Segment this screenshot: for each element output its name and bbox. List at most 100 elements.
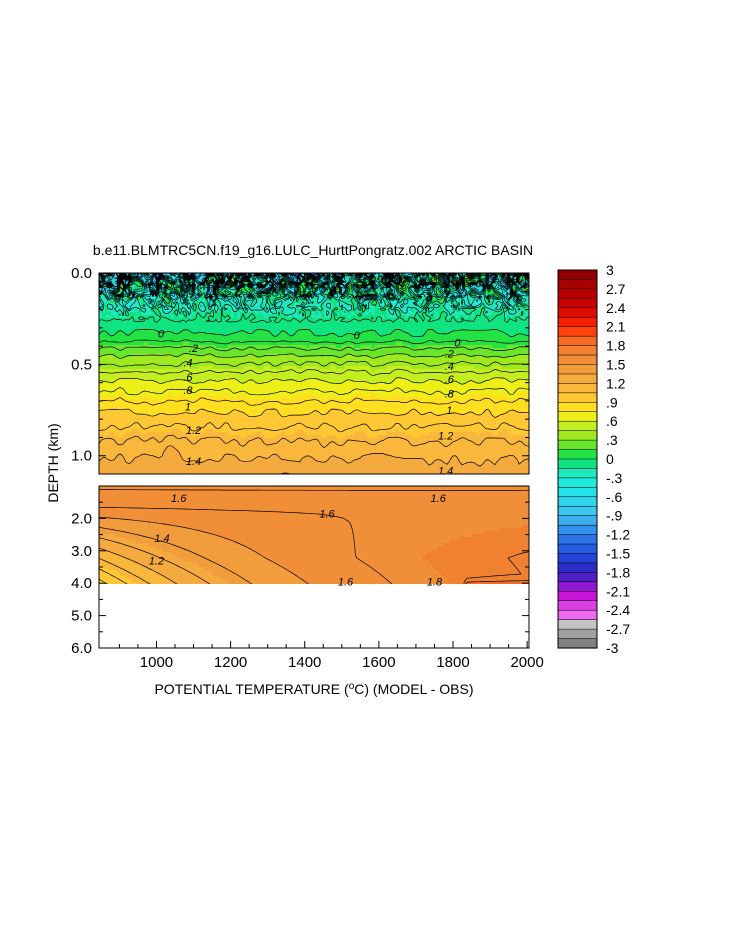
y-axis-label: DEPTH (km) — [45, 423, 61, 502]
lower-contour-label: 1.6 — [338, 577, 354, 589]
colorbar-label: .3 — [606, 432, 618, 448]
upper-contour-label: .8 — [183, 385, 193, 397]
upper-panel: 000.2.4.6.811.21.4.2.4.6.811.21.4 0.00.5… — [71, 265, 530, 477]
lower-panel: 1.6 1.61.61.41.21.6 1.8 2.03.04.05.06.0 10… — [71, 273, 544, 671]
colorbar-label: 2.7 — [606, 281, 626, 297]
colorbar-label: -.3 — [606, 470, 623, 486]
upper-y-tick-label: 0.5 — [71, 356, 92, 373]
colorbar-swatch — [557, 572, 598, 583]
colorbar-swatch — [557, 496, 598, 507]
upper-y-axis: 0.0 0.5 1.0 — [71, 265, 529, 475]
colorbar-label: 0 — [606, 451, 614, 467]
colorbar-frame — [557, 269, 598, 649]
upper-contour-label: 1.2 — [438, 431, 453, 443]
colorbar-label: 2.1 — [606, 319, 626, 335]
lower-y-tick-label: 2.0 — [71, 510, 92, 527]
x-axis-label-part2: C) (MODEL - OBS) — [354, 681, 473, 697]
colorbar-swatch — [557, 515, 598, 526]
upper-contour-label: .4 — [183, 358, 192, 370]
x-axis: 1000 1200 1400 1600 1800 2000 — [118, 273, 544, 671]
upper-contour-label: 0 — [454, 337, 461, 349]
upper-contour-label: .4 — [445, 361, 454, 373]
chart-title: b.e11.BLMTRC5CN.f19_g16.LULC_HurttPongra… — [93, 242, 533, 258]
upper-contour-label: 1.4 — [438, 465, 453, 477]
lower-y-axis: 2.0 3.0 4.0 5.0 6.0 — [71, 501, 529, 657]
colorbar-swatch — [557, 298, 598, 309]
colorbar-label: 1.2 — [606, 375, 626, 391]
x-axis-label-superscript: o — [349, 681, 355, 692]
colorbar-swatch — [557, 458, 598, 469]
colorbar-label: -2.7 — [606, 621, 630, 637]
upper-contour-label: 1 — [185, 401, 191, 413]
colorbar-swatch — [557, 591, 598, 602]
colorbar-label: -2.4 — [606, 602, 630, 618]
lower-contour-label: 1.8 — [427, 577, 443, 589]
lower-contour-label: 1.6 — [431, 493, 447, 505]
x-axis-label: POTENTIAL TEMPERATURE (oC) (MODEL - OBS) — [154, 681, 473, 697]
x-tick-label: 1800 — [436, 654, 469, 671]
colorbar-swatch — [557, 335, 598, 347]
upper-contour-label: .6 — [183, 372, 193, 384]
colorbar-swatch — [557, 373, 598, 384]
colorbar-swatch — [557, 269, 598, 280]
colorbar-swatch — [557, 581, 598, 592]
colorbar-label: 1.5 — [606, 357, 626, 373]
colorbar-swatch — [557, 307, 598, 318]
colorbar-swatch — [557, 543, 598, 555]
lower-y-tick-label: 5.0 — [71, 608, 92, 625]
lower-y-tick-label: 4.0 — [71, 575, 92, 592]
upper-contour-label: .2 — [445, 348, 454, 360]
colorbar-swatch — [557, 487, 598, 498]
colorbar-label: -1.5 — [606, 546, 630, 562]
upper-contour-label: 0 — [354, 330, 361, 342]
upper-contour-label: 0 — [158, 328, 165, 340]
colorbar-swatch — [557, 628, 598, 640]
colorbar-swatch — [557, 609, 598, 621]
x-tick-label: 1000 — [140, 654, 173, 671]
colorbar-swatch — [557, 600, 598, 611]
lower-contour-label: 1.2 — [149, 556, 164, 568]
upper-plot-frame — [98, 272, 530, 475]
upper-contour-label: .6 — [445, 374, 455, 386]
lower-contour-label: 1.4 — [154, 533, 169, 545]
colorbar-swatch — [557, 392, 598, 403]
colorbar-swatch — [557, 534, 598, 545]
colorbar-label: 3 — [606, 262, 614, 278]
upper-contour-label: 1.4 — [186, 456, 201, 468]
colorbar-label: 2.4 — [606, 300, 626, 316]
colorbar-swatch — [557, 524, 598, 536]
lower-y-tick-label: 3.0 — [71, 543, 92, 560]
colorbar-swatch — [557, 562, 598, 573]
colorbar-label: -1.2 — [606, 527, 630, 543]
lower-contour-labels: 1.6 1.6 1.6 1.4 1.2 1.6 1.8 — [149, 493, 447, 589]
upper-y-tick-label: 1.0 — [71, 448, 92, 465]
colorbar-swatch — [557, 439, 598, 451]
x-axis-label-part1: POTENTIAL TEMPERATURE ( — [154, 681, 349, 697]
colorbar-swatch — [557, 638, 598, 649]
upper-contour-label: .8 — [445, 389, 455, 401]
upper-contour-label: 1.2 — [186, 425, 201, 437]
colorbar: 3 2.7 2.4 2.1 1.8 1.5 1.2 .9 .6 .3 0 -.3 -.6 -.9 -1.2 -… — [557, 262, 630, 656]
colorbar-swatch — [557, 430, 598, 441]
colorbar-swatch — [557, 354, 598, 366]
colorbar-label: -3 — [606, 640, 619, 656]
colorbar-swatch — [557, 402, 598, 413]
upper-contour-label: .2 — [189, 343, 198, 355]
colorbar-label: -.6 — [606, 489, 623, 505]
lower-contour-label: 1.6 — [171, 493, 187, 505]
colorbar-label: -1.8 — [606, 564, 630, 580]
upper-contour-label: 1 — [446, 405, 452, 417]
colorbar-swatch — [557, 619, 598, 630]
colorbar-swatch — [557, 326, 598, 337]
colorbar-label: .9 — [606, 394, 618, 410]
colorbar-swatch — [557, 288, 598, 299]
upper-y-tick-label: 0.0 — [71, 265, 92, 282]
colorbar-swatch — [557, 506, 598, 517]
x-tick-label: 1600 — [362, 654, 395, 671]
lower-y-tick-label: 6.0 — [71, 640, 92, 657]
colorbar-label: 1.8 — [606, 338, 626, 354]
lower-contour-lines — [99, 489, 529, 584]
colorbar-label: .6 — [606, 413, 618, 429]
colorbar-swatch — [557, 553, 598, 564]
colorbar-swatch — [557, 383, 598, 394]
